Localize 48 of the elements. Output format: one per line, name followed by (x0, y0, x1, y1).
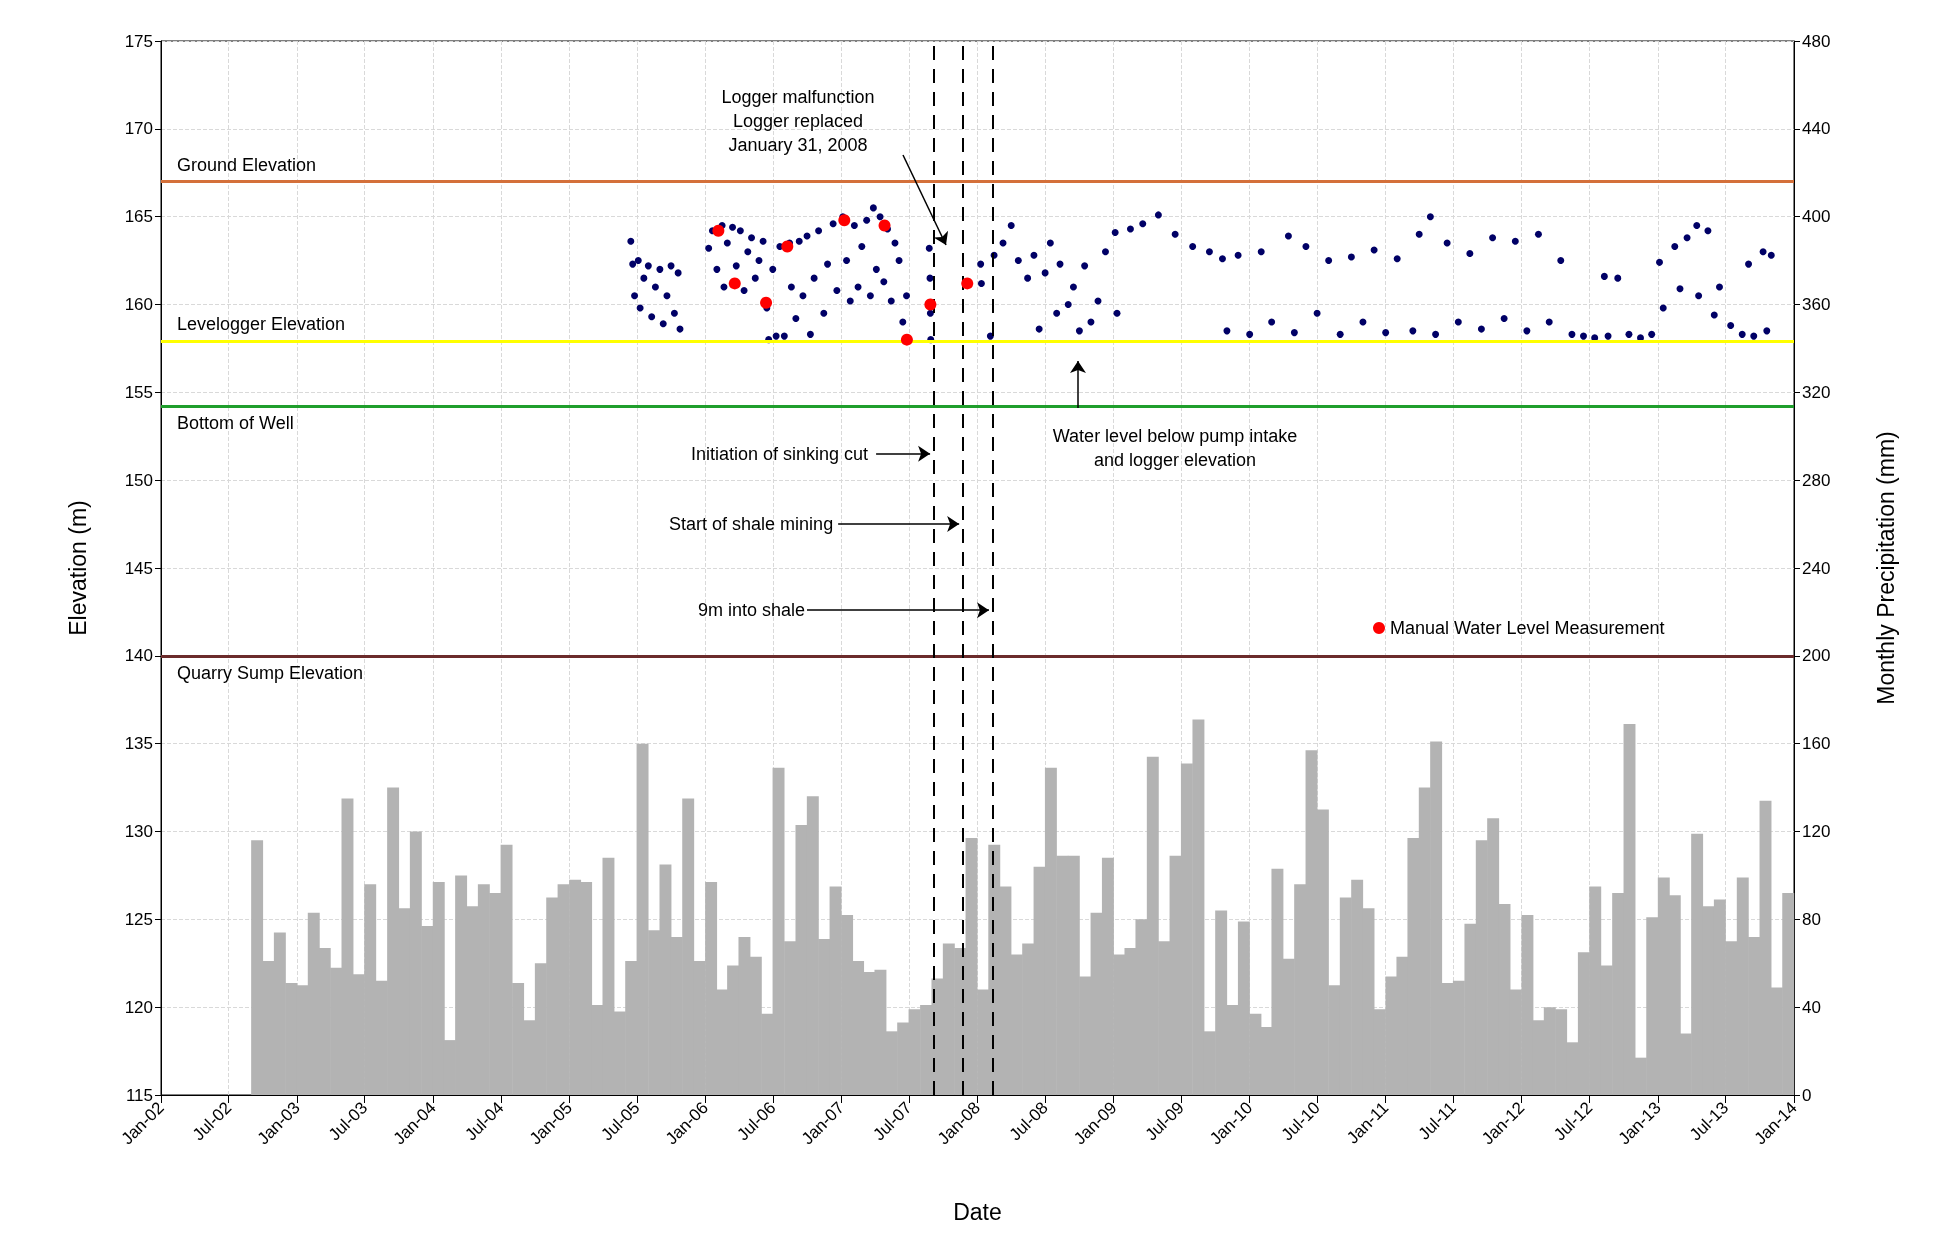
y-tick-label: 165 (124, 207, 153, 227)
annotation: Start of shale mining (669, 514, 834, 535)
point (900, 333, 913, 346)
y-tick-label: 115 (125, 1085, 153, 1105)
y2-tick-label: 40 (1802, 997, 1821, 1017)
y2-axis-title: Monthly Precipitation (mm) (1872, 431, 1899, 705)
annotation: 9m into shale (697, 600, 805, 621)
y2-tick-label: 400 (1802, 207, 1831, 227)
y-tick-label: 135 (124, 734, 153, 754)
y-tick-label: 145 (124, 558, 153, 578)
y2-tick-label: 80 (1802, 909, 1821, 929)
y2-tick-label: 480 (1802, 31, 1831, 51)
y-axis-title: Elevation (m) (64, 500, 91, 636)
point (924, 298, 937, 311)
point (961, 277, 974, 290)
point (728, 277, 741, 290)
y2-tick-label: 160 (1802, 734, 1831, 754)
annotation: Initiation of sinking cut (690, 443, 869, 464)
y2-tick-label: 360 (1802, 295, 1831, 314)
annotation: Water level below pump intake and logger elevation (1052, 426, 1298, 470)
ref-line-label: Ground Elevation (177, 154, 317, 175)
point (878, 219, 891, 232)
y2-tick-label: 200 (1802, 646, 1831, 666)
legend-label: Manual Water Level Measurement (1390, 618, 1665, 638)
point (838, 214, 851, 227)
y2-tick-label: 240 (1802, 558, 1831, 578)
y-tick-label: 140 (124, 646, 153, 666)
y2-tick-label: 440 (1802, 119, 1831, 139)
annotation: Logger malfunction Logger replaced January 31, 2008 (721, 87, 875, 155)
y-tick-label: 130 (124, 822, 153, 841)
ref-line-label: Levelogger Elevation (177, 314, 346, 335)
y-tick-label: 150 (124, 470, 153, 490)
y-tick-label: 125 (124, 909, 153, 929)
x-axis-title: Date (953, 1198, 1002, 1225)
y-tick-label: 175 (124, 31, 153, 51)
point (712, 224, 725, 237)
y2-tick-label: 280 (1802, 470, 1831, 490)
point (760, 296, 773, 309)
ref-line-label: Bottom of Well (177, 413, 294, 434)
y2-tick-label: 0 (1802, 1085, 1812, 1105)
y2-tick-label: 320 (1802, 382, 1831, 402)
y-tick-label: 120 (124, 997, 153, 1017)
point (781, 240, 794, 253)
y2-tick-label: 120 (1802, 822, 1831, 841)
y-tick-label: 170 (124, 119, 153, 139)
y-tick-label: 155 (124, 382, 153, 402)
ref-line-label: Quarry Sump Elevation (177, 662, 364, 683)
y-tick-label: 160 (124, 295, 153, 314)
